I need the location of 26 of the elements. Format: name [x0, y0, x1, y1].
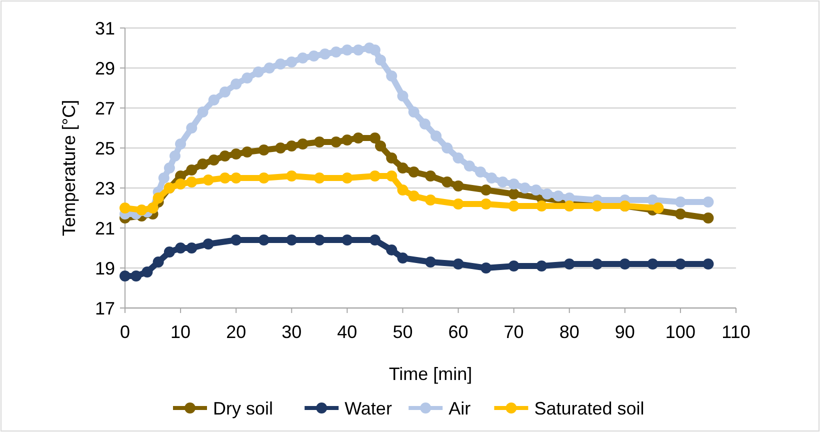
- y-tick-label: 21: [94, 218, 115, 238]
- x-tick-label: 70: [504, 322, 524, 342]
- x-tick-label: 90: [614, 322, 635, 342]
- y-tick-label: 19: [94, 258, 115, 278]
- legend-label: Dry soil: [213, 398, 274, 418]
- x-axis-title: Time [min]: [388, 364, 472, 384]
- x-tick-label: 30: [282, 322, 302, 342]
- y-axis-title: Temperature [°C]: [59, 100, 79, 236]
- x-tick-label: 20: [226, 322, 246, 342]
- x-tick-label: 110: [722, 322, 750, 342]
- x-tick-label: 100: [665, 322, 696, 342]
- y-tick-label: 31: [94, 18, 115, 38]
- x-tick-label: 50: [392, 322, 413, 342]
- legend-label: Air: [448, 398, 471, 418]
- legend-label: Saturated soil: [534, 398, 644, 418]
- y-tick-label: 17: [94, 298, 115, 318]
- x-tick-label: 40: [337, 322, 358, 342]
- x-tick-label: 0: [120, 322, 130, 342]
- y-tick-label: 23: [94, 178, 115, 198]
- y-tick-label: 25: [94, 138, 115, 158]
- legend-label: Water: [344, 398, 392, 418]
- y-tick-label: 29: [94, 58, 115, 78]
- x-tick-label: 80: [559, 322, 580, 342]
- y-tick-label: 27: [94, 98, 115, 118]
- x-tick-label: 10: [170, 322, 191, 342]
- x-tick-label: 60: [448, 322, 468, 342]
